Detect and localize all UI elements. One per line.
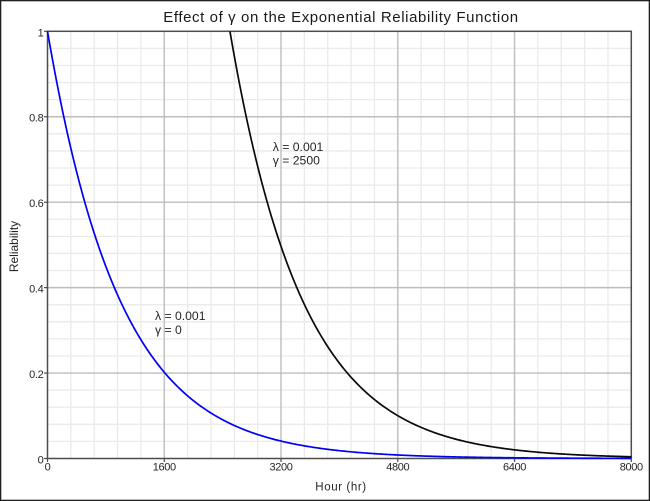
svg-text:0.2: 0.2: [29, 369, 43, 381]
svg-text:λ = 0.001: λ = 0.001: [273, 140, 324, 154]
svg-text:8000: 8000: [620, 462, 643, 474]
svg-text:3200: 3200: [269, 462, 292, 474]
svg-text:0.6: 0.6: [29, 198, 43, 210]
svg-text:4800: 4800: [386, 462, 409, 474]
svg-text:Reliability: Reliability: [7, 221, 21, 272]
svg-text:γ = 2500: γ = 2500: [273, 154, 320, 168]
svg-text:0.8: 0.8: [29, 113, 43, 125]
svg-text:0: 0: [38, 455, 44, 467]
svg-text:1600: 1600: [153, 462, 176, 474]
svg-text:λ = 0.001: λ = 0.001: [155, 309, 206, 323]
svg-text:0: 0: [45, 462, 51, 474]
svg-text:γ = 0: γ = 0: [155, 323, 182, 337]
svg-text:1: 1: [38, 27, 44, 39]
svg-text:0.4: 0.4: [29, 284, 43, 296]
svg-text:Effect of γ on the Exponential: Effect of γ on the Exponential Reliabili…: [163, 9, 519, 26]
svg-text:6400: 6400: [503, 462, 526, 474]
svg-text:Hour (hr): Hour (hr): [315, 481, 366, 493]
